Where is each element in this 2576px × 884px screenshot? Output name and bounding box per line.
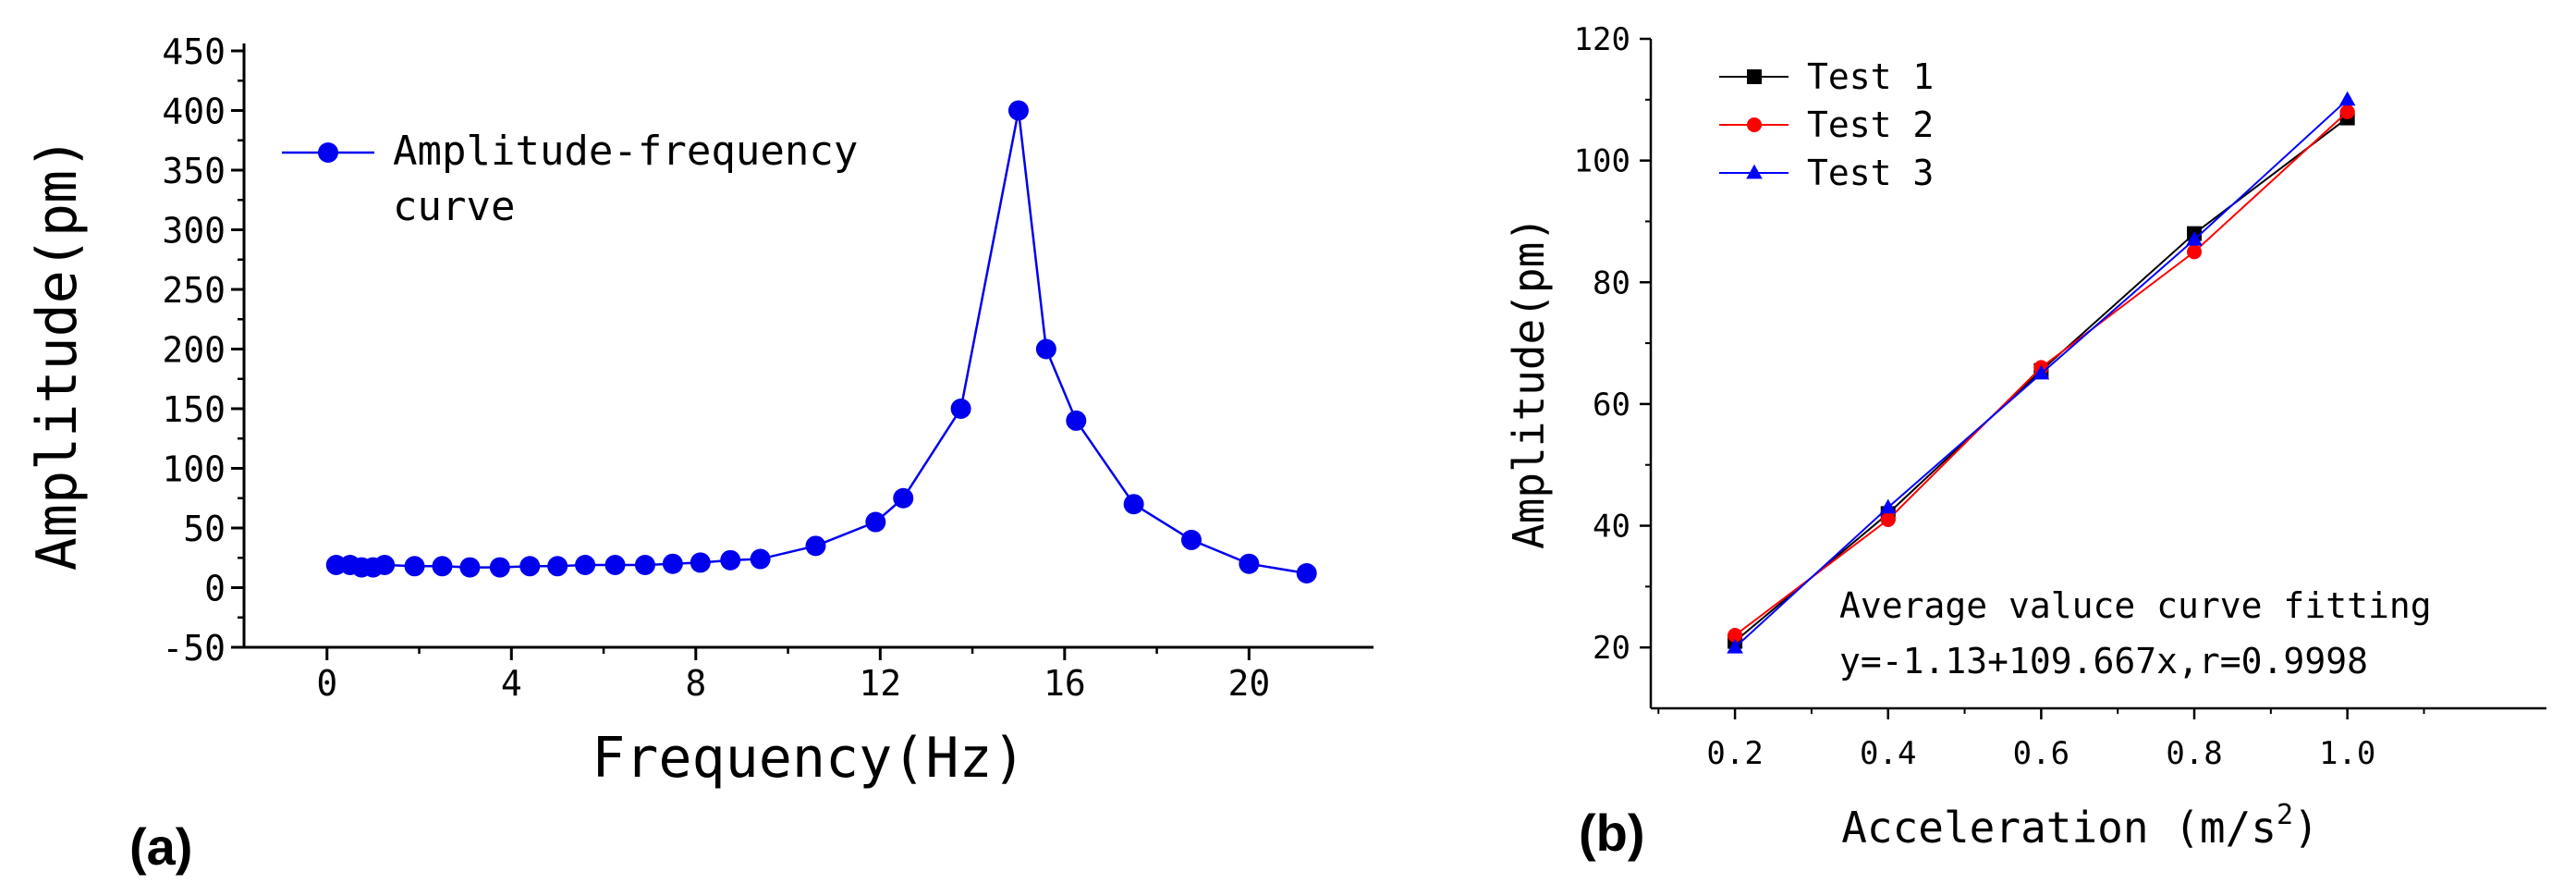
y-tick-label: 350 [162,151,226,191]
legend-marker-2 [1747,117,1762,132]
x-axis-label: Frequency(Hz) [592,726,1026,791]
data-point [1035,338,1056,360]
x-tick-label: 12 [859,663,901,704]
x-axis-label-superscript: 2 [2277,799,2293,831]
data-point [690,552,711,573]
data-point [575,554,596,575]
x-tick-label: 16 [1044,663,1086,704]
x-tick-label: 4 [501,663,522,704]
data-point [1123,494,1144,515]
legend-marker [318,142,338,163]
data-point [634,554,655,575]
y-axis-label: Amplitude(pm) [25,137,90,571]
y-tick-label: 150 [162,389,226,430]
y-tick-label: 450 [162,31,226,72]
data-point [1066,410,1087,431]
y-tick-label: 60 [1593,387,1630,424]
x-tick-label: 0 [316,663,337,704]
x-tick-label: 8 [685,663,706,704]
legend-marker-3 [1746,164,1763,179]
data-point [720,549,741,571]
legend-label-1: Test 1 [1807,56,1934,97]
y-tick-label: 100 [162,449,226,490]
legend-label-line2: curve [393,183,515,230]
data-point [374,554,396,575]
legend-label-3: Test 3 [1807,153,1934,193]
series-test-3-point [1879,498,1897,514]
data-point [459,557,481,578]
y-tick-label: 20 [1593,630,1630,667]
series-test-2-point [1880,511,1896,527]
y-tick-label: 250 [162,270,226,311]
data-point [805,535,826,557]
panel-a-amplitude-frequency-chart: -50 0 50 100 150 200 250 300 350 400 450 0 4 8 12 16 20 F… [25,31,1373,876]
y-tick-label: 120 [1574,21,1630,58]
y-tick-label: 100 [1574,143,1630,180]
x-tick-label: 0.8 [2166,735,2222,772]
data-point [1007,100,1029,121]
y-tick-label: -50 [162,628,226,669]
x-tick-label: 0.6 [2013,735,2069,772]
y-tick-label: 40 [1593,509,1630,546]
y-tick-label: 50 [183,509,226,549]
data-point [489,557,510,578]
series-test-3-point [2338,91,2356,106]
fit-annotation-line2: y=-1.13+109.667x,r=0.9998 [1839,641,2368,681]
y-tick-label: 80 [1593,264,1630,301]
series-test-3-point [2186,231,2203,246]
series-test-2-point [2339,104,2355,119]
panel-label-a: (a) [129,817,192,876]
x-axis-label-close: ) [2293,803,2319,853]
data-point [432,556,453,577]
x-axis-label: Acceleration (m/s2) [1841,799,2319,853]
data-point [1180,529,1202,550]
data-point [662,553,683,574]
legend-marker-1 [1747,69,1762,84]
series-line-amplitude-frequency [336,110,1307,575]
x-axis-label-main: Acceleration (m/s [1841,803,2277,853]
y-tick-label: 400 [162,92,226,132]
data-point [547,556,568,577]
series-test-2-point [1728,628,1743,644]
data-point [1296,563,1317,584]
y-axis-label: Amplitude(pm) [1504,216,1554,549]
data-point [404,556,425,577]
series-test-3-point [1727,638,1743,654]
fit-annotation-line1: Average valuce curve fitting [1839,585,2432,626]
x-tick-label: 20 [1227,663,1270,704]
data-point [893,487,914,509]
y-tick-label: 0 [204,569,226,609]
data-point [1239,553,1260,574]
data-point [865,511,886,533]
y-tick-label: 200 [162,330,226,371]
data-point [519,556,541,577]
data-point [604,554,626,575]
legend-label-2: Test 2 [1807,104,1934,145]
legend-label-line1: Amplitude-frequency [393,128,858,175]
series-test-3-point [2033,364,2050,380]
x-tick-label: 0.4 [1860,735,1916,772]
x-tick-label: 0.2 [1706,735,1763,772]
data-point [750,548,771,570]
data-point [950,399,971,419]
series-test-2-point [2187,244,2203,260]
y-tick-label: 300 [162,211,226,252]
panel-label-b: (b) [1579,804,1645,862]
x-tick-label: 1.0 [2319,735,2375,772]
